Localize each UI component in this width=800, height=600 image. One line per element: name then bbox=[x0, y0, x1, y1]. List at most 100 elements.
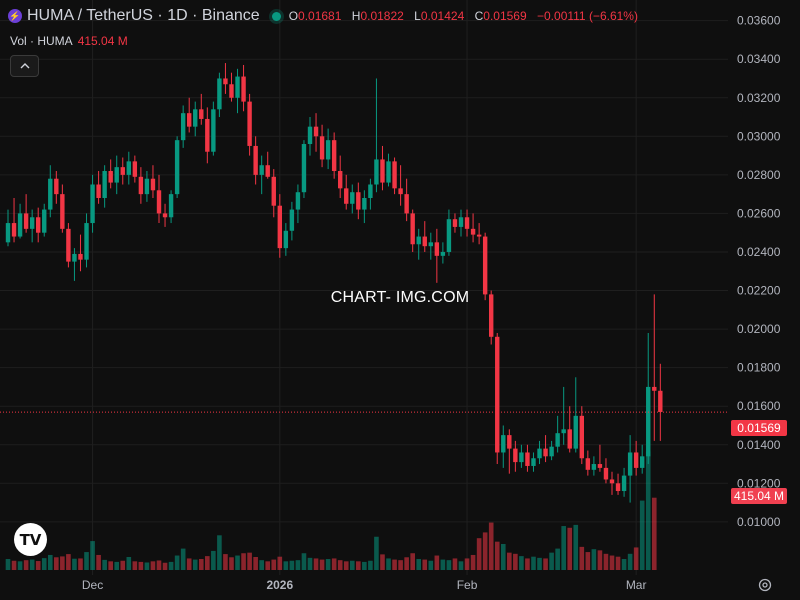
collapse-legend-button[interactable] bbox=[10, 55, 39, 77]
volume-bar bbox=[343, 561, 349, 570]
volume-badge: 415.04 M bbox=[731, 488, 787, 504]
volume-label[interactable]: Vol · HUMA bbox=[10, 34, 73, 48]
price-tick-label: 0.03200 bbox=[737, 91, 781, 105]
candle-body bbox=[422, 236, 427, 247]
candle-body bbox=[96, 184, 101, 198]
volume-bar bbox=[229, 557, 234, 570]
volume-bar bbox=[126, 556, 132, 570]
candle-body bbox=[17, 213, 23, 237]
candle-body bbox=[120, 167, 125, 175]
candle-body bbox=[241, 76, 246, 102]
volume-bar bbox=[494, 541, 500, 570]
volume-bar bbox=[331, 558, 337, 570]
volume-bar bbox=[192, 559, 198, 570]
price-tick-label: 0.02400 bbox=[737, 245, 781, 259]
volume-bar bbox=[271, 559, 277, 570]
candle-body bbox=[374, 159, 379, 185]
tradingview-logo[interactable]: TV bbox=[14, 523, 47, 556]
price-tick-label: 0.02000 bbox=[737, 322, 781, 336]
candlesticks bbox=[5, 63, 663, 503]
volume-bar bbox=[651, 497, 657, 570]
candle-body bbox=[78, 253, 83, 260]
volume-bar bbox=[488, 522, 494, 570]
price-change: −0.00111 (−6.61%) bbox=[537, 9, 638, 23]
volume-bar bbox=[102, 559, 107, 570]
candle-body bbox=[392, 161, 397, 189]
volume-bars bbox=[5, 451, 657, 570]
candle-body bbox=[259, 165, 264, 175]
candle-body bbox=[235, 76, 240, 98]
candle-body bbox=[271, 176, 276, 206]
candle-body bbox=[573, 415, 578, 449]
volume-bar bbox=[259, 560, 264, 570]
candle-body bbox=[156, 190, 162, 214]
price-tick-label: 0.03400 bbox=[737, 52, 781, 66]
candle-body bbox=[495, 336, 500, 453]
candle-body bbox=[193, 109, 198, 127]
candle-body bbox=[150, 178, 156, 191]
volume-bar bbox=[144, 562, 150, 570]
candle-body bbox=[446, 219, 452, 252]
volume-bar bbox=[78, 558, 83, 570]
candle-body bbox=[217, 78, 222, 110]
volume-bar bbox=[17, 561, 23, 570]
candle-body bbox=[229, 84, 234, 98]
volume-bar bbox=[555, 548, 560, 570]
candle-body bbox=[72, 253, 77, 262]
candle-body bbox=[482, 236, 488, 295]
volume-legend: Vol · HUMA 415.04 M bbox=[10, 34, 128, 48]
volume-bar bbox=[23, 560, 29, 570]
price-tick-label: 0.01800 bbox=[737, 361, 781, 375]
candle-body bbox=[11, 223, 17, 237]
volume-bar bbox=[253, 556, 258, 570]
volume-bar bbox=[519, 556, 524, 570]
gear-icon[interactable] bbox=[757, 577, 773, 593]
candle-body bbox=[90, 184, 95, 224]
volume-bar bbox=[235, 555, 240, 570]
candle-body bbox=[247, 101, 252, 146]
volume-bar bbox=[404, 557, 409, 570]
volume-bar bbox=[549, 552, 554, 570]
symbol-title[interactable]: HUMA / TetherUS · 1D · Binance bbox=[27, 7, 260, 24]
volume-bar bbox=[337, 560, 343, 570]
volume-bar bbox=[313, 558, 319, 570]
candle-body bbox=[627, 452, 633, 476]
price-tick-label: 0.02200 bbox=[737, 284, 781, 298]
time-tick-label: Dec bbox=[82, 578, 103, 592]
volume-bar bbox=[633, 547, 639, 570]
candle-body bbox=[368, 184, 373, 198]
candle-body bbox=[132, 161, 138, 177]
volume-bar bbox=[247, 552, 252, 570]
volume-bar bbox=[482, 532, 488, 570]
candle-body bbox=[519, 452, 524, 463]
candle-body bbox=[331, 140, 337, 172]
volume-bar bbox=[500, 543, 506, 570]
candle-body bbox=[48, 178, 53, 210]
volume-bar bbox=[283, 561, 289, 570]
volume-bar bbox=[319, 559, 325, 570]
volume-bar bbox=[349, 560, 355, 570]
volume-bar bbox=[416, 559, 422, 570]
price-tick-label: 0.01600 bbox=[737, 399, 781, 413]
volume-bar bbox=[476, 538, 482, 570]
last-price-badge: 0.01569 bbox=[731, 420, 787, 436]
candle-body bbox=[42, 209, 47, 233]
volume-bar bbox=[114, 561, 120, 570]
volume-bar bbox=[561, 526, 566, 570]
candle-body bbox=[211, 109, 216, 152]
candle-body bbox=[579, 415, 584, 459]
candle-body bbox=[319, 136, 325, 160]
candle-body bbox=[350, 192, 355, 204]
volume-bar bbox=[90, 541, 95, 570]
time-tick-label: 2026 bbox=[266, 578, 293, 592]
volume-bar bbox=[198, 559, 204, 570]
volume-bar bbox=[531, 556, 536, 570]
time-tick-label: Feb bbox=[457, 578, 478, 592]
candle-body bbox=[555, 433, 560, 447]
volume-bar bbox=[162, 562, 168, 570]
volume-bar bbox=[301, 553, 307, 570]
price-tick-label: 0.02600 bbox=[737, 206, 781, 220]
volume-bar bbox=[603, 553, 609, 570]
candle-body bbox=[531, 458, 536, 466]
